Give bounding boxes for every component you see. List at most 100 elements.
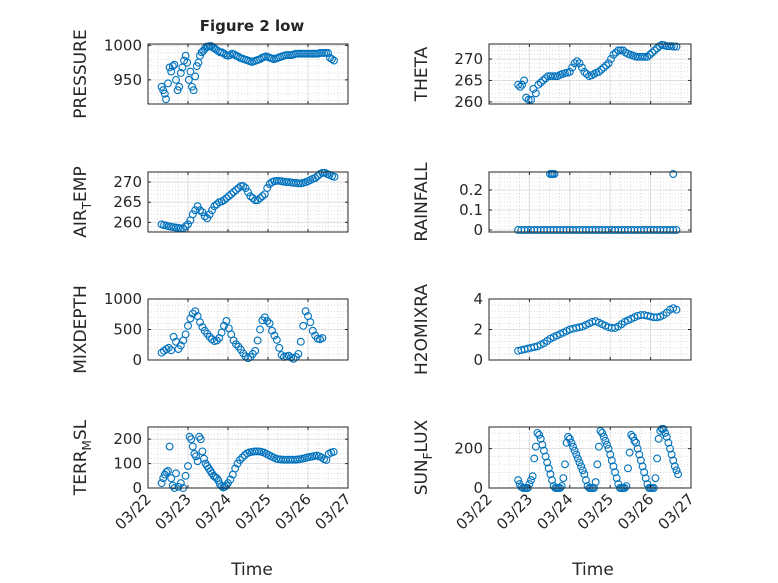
data-point <box>582 476 590 485</box>
subplot-5: 0 500 1000 MIXDEPTH <box>71 285 349 374</box>
data-point <box>516 82 525 91</box>
x-tick-label: 03/25 <box>232 490 275 533</box>
data-point <box>550 170 559 178</box>
data-point <box>188 442 197 451</box>
data-point <box>230 50 238 59</box>
data-point <box>203 214 212 223</box>
data-point <box>241 184 250 193</box>
data-point <box>638 52 647 61</box>
data-point <box>625 448 634 457</box>
y-tick-label: 100 <box>113 455 142 473</box>
y-tick-label: 200 <box>113 430 142 448</box>
data-point <box>231 464 240 473</box>
y-axis-label: PRESSURE <box>71 29 91 118</box>
data-point <box>198 447 207 456</box>
data-point <box>611 48 620 57</box>
data-point <box>326 53 334 62</box>
y-axis-label: TERRMSL <box>71 419 94 496</box>
data-point <box>573 57 582 66</box>
y-axis-label-subscript: T <box>80 201 94 210</box>
data-point <box>227 190 236 199</box>
data-point <box>528 472 537 481</box>
y-tick-label: 1000 <box>104 36 142 54</box>
data-point <box>570 59 579 68</box>
data-point <box>188 309 197 318</box>
data-point <box>306 318 315 327</box>
data-point <box>188 210 197 219</box>
data-point <box>217 328 226 337</box>
data-point <box>289 354 298 363</box>
data-point <box>220 196 228 205</box>
data-point <box>172 75 180 84</box>
data-point <box>603 440 611 449</box>
data-point <box>330 172 339 181</box>
subplot-7: 010020003/2203/2303/2403/2503/2603/27TER… <box>71 419 355 533</box>
data-point <box>524 95 533 104</box>
data-point <box>168 62 177 71</box>
data-point <box>546 470 555 479</box>
data-point <box>167 474 176 483</box>
data-point <box>329 447 338 456</box>
data-point <box>167 346 176 355</box>
data-point <box>653 454 662 463</box>
data-point <box>635 450 644 459</box>
data-point <box>638 462 647 471</box>
data-point <box>607 55 615 63</box>
data-point <box>157 479 166 488</box>
data-point <box>577 63 586 72</box>
data-point <box>253 196 262 205</box>
data-point <box>330 56 338 65</box>
data-point <box>268 326 276 335</box>
data-point <box>569 442 577 451</box>
data-point <box>210 202 219 211</box>
data-point <box>651 474 660 483</box>
data-point <box>548 476 556 485</box>
data-point <box>664 438 673 447</box>
data-point <box>299 321 308 330</box>
data-point <box>597 65 606 74</box>
x-tick-label: 03/24 <box>533 490 576 533</box>
axes-box <box>488 426 692 489</box>
data-point <box>159 474 168 483</box>
axes-box <box>488 43 692 105</box>
data-point <box>669 170 678 178</box>
data-point <box>624 464 632 473</box>
data-point <box>167 67 176 76</box>
data-point <box>514 80 523 89</box>
data-point <box>226 475 235 484</box>
data-point <box>654 434 663 443</box>
data-point <box>536 434 545 443</box>
data-point <box>536 78 545 87</box>
data-point <box>565 434 574 443</box>
data-point <box>222 317 231 325</box>
data-points <box>514 170 681 234</box>
data-point <box>263 184 272 193</box>
data-point <box>181 471 190 480</box>
x-tick-label: 03/26 <box>272 490 315 533</box>
data-point <box>294 179 303 188</box>
data-point <box>601 436 610 445</box>
data-point <box>602 61 611 70</box>
y-tick-label: 0 <box>132 351 142 369</box>
data-point <box>527 476 535 485</box>
data-point <box>220 321 228 330</box>
data-point <box>628 432 637 441</box>
data-point <box>226 51 234 59</box>
data-point <box>189 86 198 95</box>
y-axis-label: SUNFLUX <box>412 419 435 495</box>
data-point <box>244 188 252 197</box>
data-point <box>674 470 683 479</box>
data-point <box>573 454 582 463</box>
subplot-6: 0 2 4 H2OMIXRA <box>412 284 692 375</box>
data-point <box>544 464 553 473</box>
data-point <box>311 174 320 182</box>
data-point <box>275 343 284 352</box>
y-axis-label-main: SUN <box>412 459 432 495</box>
data-point <box>632 438 641 447</box>
data-point <box>200 454 208 463</box>
data-point <box>218 48 226 57</box>
data-point <box>236 455 244 464</box>
y-axis-label: RAINFALL <box>412 162 432 242</box>
